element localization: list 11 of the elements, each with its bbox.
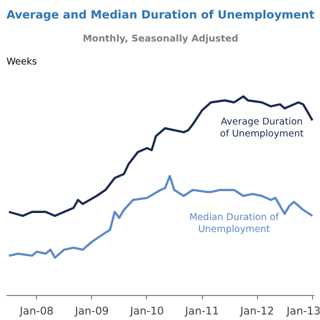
- series-label: Median Duration of Unemployment: [189, 212, 280, 235]
- x-tick-label: Jan-08: [18, 304, 54, 318]
- y-axis-title: Weeks: [6, 56, 38, 68]
- series-label: Average Duration of Unemployment: [220, 116, 304, 140]
- chart-title: Average and Median Duration of Unemployment: [6, 8, 316, 22]
- x-tick-label: Jan-11: [184, 304, 220, 318]
- chart-subtitle: Monthly, Seasonally Adjusted: [82, 34, 238, 44]
- x-tick-label: Jan-13: [286, 304, 320, 318]
- x-tick-label: Jan-09: [74, 304, 110, 318]
- x-tick-label: Jan-12: [239, 304, 274, 318]
- x-tick-label: Jan-10: [129, 304, 164, 318]
